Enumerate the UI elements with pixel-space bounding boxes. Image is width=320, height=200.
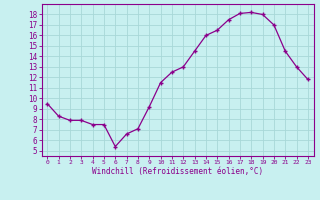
- X-axis label: Windchill (Refroidissement éolien,°C): Windchill (Refroidissement éolien,°C): [92, 167, 263, 176]
